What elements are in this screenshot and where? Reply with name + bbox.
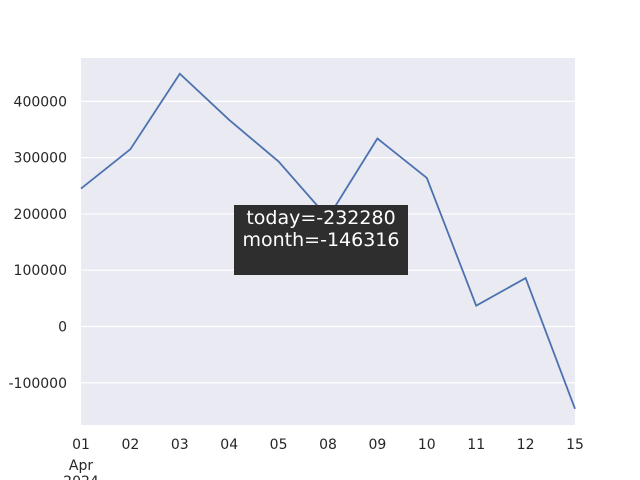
annotation-month: month=-146316	[242, 229, 400, 251]
x-tick-label: 11	[467, 437, 485, 453]
x-axis-tick-labels: 01 02 03 04 05 08 09 10 11 12 15 Apr2024	[63, 437, 584, 480]
x-tick-label: 04	[220, 437, 238, 453]
x-tick-label: 12	[517, 437, 535, 453]
y-tick-label: 200000	[14, 207, 67, 223]
y-tick-label: 400000	[14, 94, 67, 110]
x-tick-label: 01	[72, 437, 90, 453]
y-axis-tick-labels: -100000 0 100000 200000 300000 400000	[9, 94, 68, 391]
x-tick-label: 10	[418, 437, 436, 453]
annotation-today: today=-232280	[246, 207, 396, 229]
x-tick-sublabel: Apr	[69, 458, 93, 474]
y-tick-label: 0	[58, 319, 67, 335]
x-tick-sublabel: 2024	[63, 474, 99, 480]
y-tick-label: -100000	[9, 376, 68, 392]
y-tick-label: 300000	[14, 151, 67, 167]
x-tick-label: 03	[171, 437, 189, 453]
x-tick-label: 15	[566, 437, 584, 453]
x-tick-label: 09	[368, 437, 386, 453]
hover-annotation: today=-232280 month=-146316	[234, 205, 408, 275]
x-tick-label: 08	[319, 437, 337, 453]
x-tick-label: 02	[121, 437, 139, 453]
y-tick-label: 100000	[14, 263, 67, 279]
x-tick-label: 05	[270, 437, 288, 453]
